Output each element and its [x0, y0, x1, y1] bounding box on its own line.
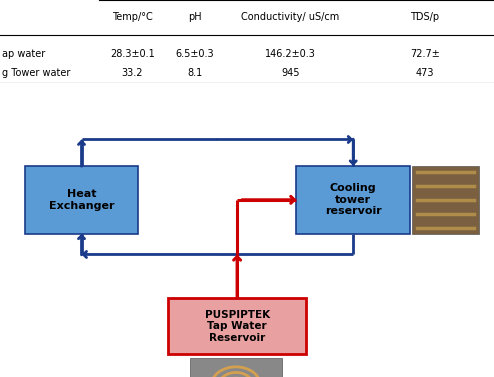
Text: Cooling
tower
reservoir: Cooling tower reservoir — [325, 183, 381, 216]
Text: 473: 473 — [415, 68, 434, 78]
FancyBboxPatch shape — [168, 298, 306, 354]
Text: 72.7±: 72.7± — [410, 49, 440, 59]
Bar — [412, 166, 479, 234]
Text: 33.2: 33.2 — [122, 68, 143, 78]
Bar — [190, 358, 282, 377]
Text: 28.3±0.1: 28.3±0.1 — [110, 49, 155, 59]
FancyBboxPatch shape — [25, 166, 138, 234]
Text: PUSPIPTEK
Tap Water
Reservoir: PUSPIPTEK Tap Water Reservoir — [205, 310, 270, 343]
Text: Temp/°C: Temp/°C — [112, 12, 153, 22]
Text: ap water: ap water — [2, 49, 46, 59]
Text: 6.5±0.3: 6.5±0.3 — [176, 49, 214, 59]
Text: 945: 945 — [281, 68, 299, 78]
Text: g Tower water: g Tower water — [2, 68, 71, 78]
Text: pH: pH — [188, 12, 202, 22]
Text: 146.2±0.3: 146.2±0.3 — [265, 49, 316, 59]
Text: Conductivity/ uS/cm: Conductivity/ uS/cm — [241, 12, 339, 22]
FancyBboxPatch shape — [296, 166, 410, 234]
Text: Heat
Exchanger: Heat Exchanger — [49, 189, 114, 211]
Text: 8.1: 8.1 — [188, 68, 203, 78]
Text: TDS/p: TDS/p — [411, 12, 439, 22]
